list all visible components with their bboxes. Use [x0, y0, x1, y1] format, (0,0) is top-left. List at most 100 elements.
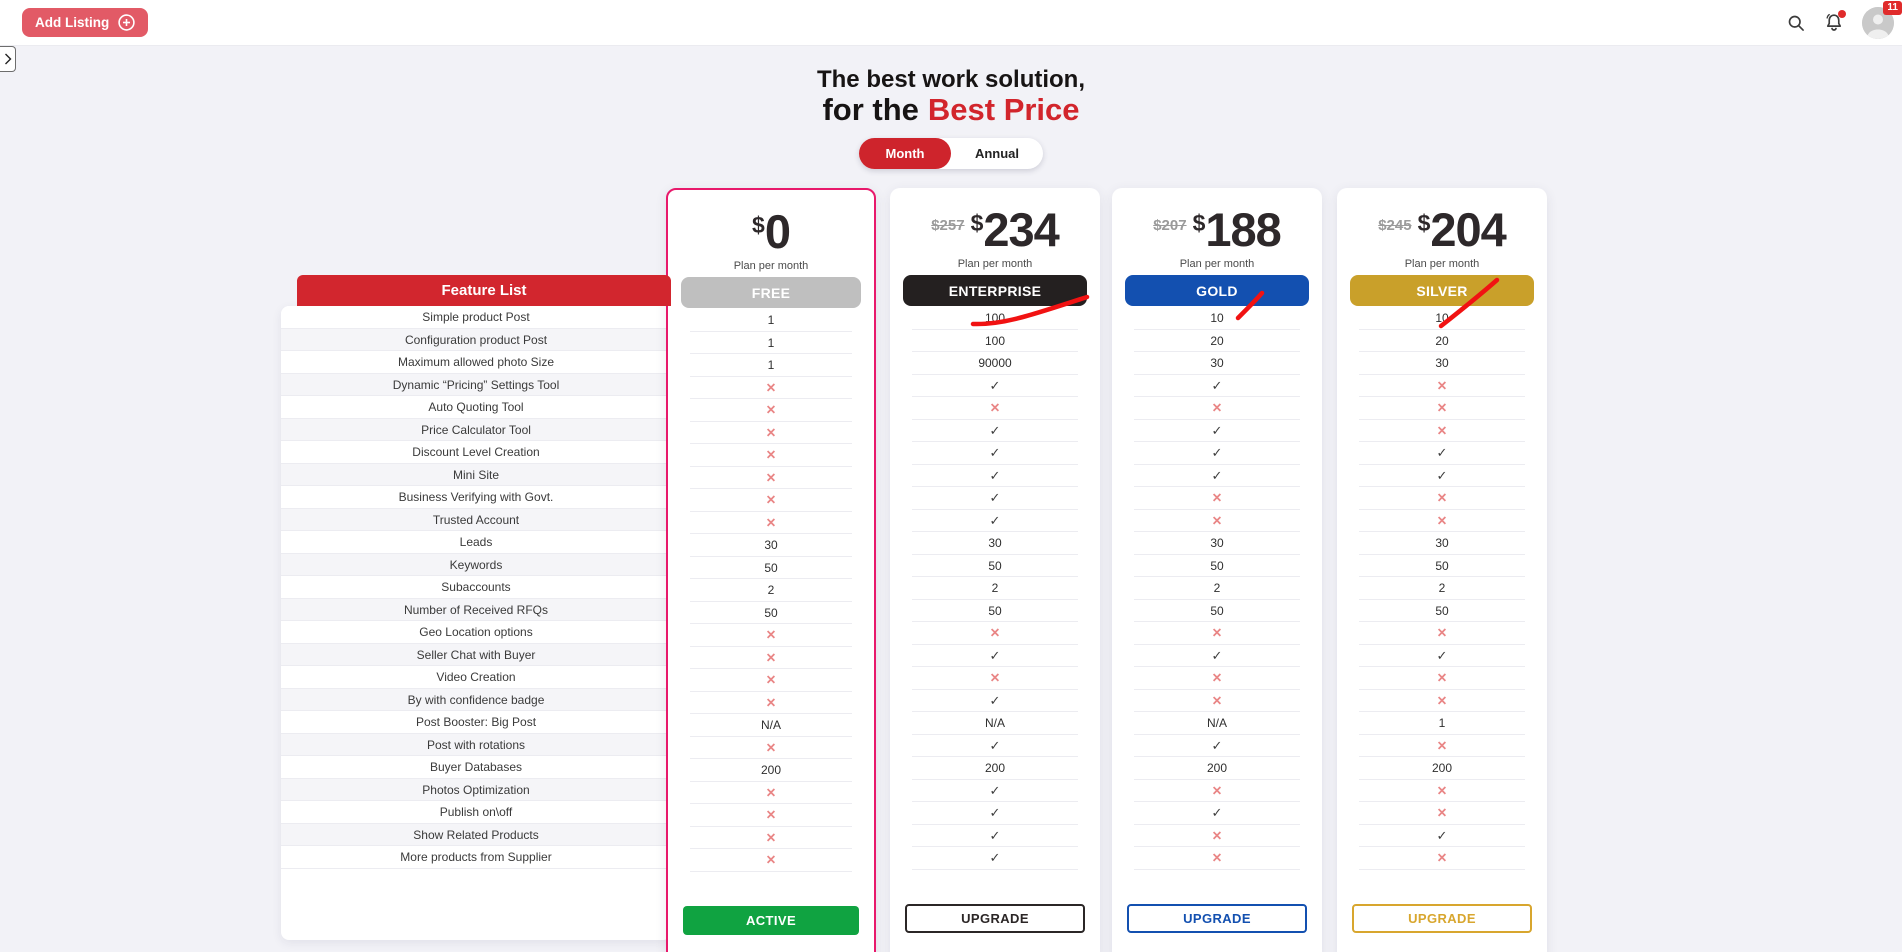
cross-icon: ✕	[765, 740, 777, 755]
feature-label: Publish on\off	[439, 805, 513, 819]
value-cell: 1	[1337, 712, 1547, 735]
value-text: 1	[767, 358, 775, 372]
cross-icon: ✕	[1436, 671, 1448, 685]
cross-icon: ✕	[1436, 851, 1448, 865]
plan-action-button[interactable]: UPGRADE	[905, 904, 1085, 933]
value-cell: ✕	[668, 624, 874, 647]
feature-label: By with confidence badge	[407, 692, 545, 707]
value-cell: N/A	[890, 712, 1100, 735]
feature-label: More products from Supplier	[400, 850, 552, 864]
check-icon: ✓	[989, 850, 1001, 865]
feature-list-panel: Simple product Post Configuration product…	[281, 306, 671, 940]
feature-row: Auto Quoting Tool	[281, 396, 671, 419]
sidebar-expand-button[interactable]	[0, 46, 16, 72]
feature-list-header: Feature List	[297, 275, 671, 306]
feature-row: Publish on\off	[281, 801, 671, 824]
value-cell: 50	[890, 555, 1100, 578]
check-icon: ✓	[1211, 805, 1223, 820]
value-cell: ✕	[668, 782, 874, 805]
value-cell: ✕	[668, 849, 874, 872]
cross-icon: ✕	[765, 673, 777, 687]
feature-row: Mini Site	[281, 463, 671, 486]
search-icon[interactable]	[1786, 13, 1806, 33]
value-cell: ✕	[890, 397, 1100, 420]
value-text: 30	[1210, 536, 1224, 550]
plan-period: Plan per month	[1404, 258, 1480, 270]
feature-label: Simple product Post	[422, 310, 530, 324]
check-icon: ✓	[1211, 647, 1223, 663]
value-cell: 2	[1337, 577, 1547, 600]
notification-count-badge: 11	[1883, 0, 1902, 15]
value-text: 2	[991, 581, 999, 595]
feature-rows: Simple product Post Configuration product…	[281, 306, 671, 869]
plan-card: $245 $204 Plan per month SILVER 10 20 30 ✕ ✕ ✕…	[1337, 188, 1547, 952]
feature-row: More products from Supplier	[281, 846, 671, 869]
value-text: 2	[1438, 581, 1446, 595]
value-text: 200	[1431, 761, 1453, 775]
check-icon: ✓	[1436, 827, 1448, 843]
tab-annual[interactable]: Annual	[951, 138, 1043, 169]
value-cell: 200	[890, 757, 1100, 780]
cross-icon: ✕	[1436, 693, 1448, 708]
value-cell: ✕	[668, 692, 874, 715]
value-text: 50	[1435, 558, 1449, 573]
value-cell: N/A	[1112, 712, 1322, 735]
value-cell: ✓	[890, 735, 1100, 758]
feature-row: Photos Optimization	[281, 778, 671, 801]
cross-icon: ✕	[765, 380, 777, 395]
plan-card: $257 $234 Plan per month ENTERPRISE 100 10…	[890, 188, 1100, 952]
value-cell: ✕	[1112, 397, 1322, 420]
cross-icon: ✕	[765, 448, 777, 462]
value-cell: 30	[1337, 532, 1547, 555]
value-cell: ✓	[1112, 735, 1322, 758]
value-cell: ✕	[1112, 780, 1322, 803]
check-icon: ✓	[989, 647, 1001, 663]
value-text: 200	[1206, 761, 1228, 775]
value-cell: ✕	[668, 804, 874, 827]
value-cell: ✓	[1112, 375, 1322, 398]
feature-row: Subaccounts	[281, 576, 671, 599]
plan-action-button[interactable]: UPGRADE	[1127, 904, 1307, 933]
value-text: 100	[984, 311, 1006, 325]
feature-label: Video Creation	[436, 670, 516, 684]
cross-icon: ✕	[765, 425, 777, 440]
value-cell: 50	[1112, 555, 1322, 578]
value-cell: 50	[668, 602, 874, 625]
check-icon: ✓	[989, 692, 1001, 708]
tab-month[interactable]: Month	[859, 138, 951, 169]
feature-row: Show Related Products	[281, 823, 671, 846]
value-cell: ✓	[1337, 465, 1547, 488]
value-cell: ✓	[890, 690, 1100, 713]
page-title-line1: The best work solution,	[816, 66, 1086, 93]
value-text: 20	[1210, 333, 1224, 348]
value-text: 200	[984, 761, 1006, 775]
value-cell: ✕	[668, 377, 874, 400]
avatar[interactable]: 11	[1862, 0, 1902, 39]
notifications-bell-icon[interactable]	[1823, 9, 1846, 34]
value-cell: ✓	[890, 825, 1100, 848]
cross-icon: ✕	[1436, 513, 1448, 528]
value-cell: 30	[1112, 532, 1322, 555]
value-text: N/A	[984, 716, 1005, 730]
value-text: 30	[988, 536, 1002, 550]
value-cell: ✓	[890, 847, 1100, 870]
value-cell: ✕	[668, 669, 874, 692]
feature-row: Configuration product Post	[281, 328, 671, 351]
cross-icon: ✕	[1436, 401, 1448, 415]
plan-action-button[interactable]: UPGRADE	[1352, 904, 1532, 933]
value-cell: ✕	[1337, 802, 1547, 825]
value-cell: ✓	[1337, 442, 1547, 465]
plan-action-button[interactable]: ACTIVE	[683, 906, 859, 935]
add-listing-button[interactable]: Add Listing	[22, 8, 149, 37]
plan-badge: FREE	[681, 277, 861, 308]
feature-row: Business Verifying with Govt.	[281, 486, 671, 509]
feature-row: Price Calculator Tool	[281, 418, 671, 441]
cross-icon: ✕	[765, 650, 777, 665]
cross-icon: ✕	[765, 403, 777, 417]
value-cell: ✕	[668, 512, 874, 535]
plan-period: Plan per month	[733, 260, 809, 272]
value-cell: 1	[668, 354, 874, 377]
value-text: 50	[988, 603, 1002, 618]
feature-label: Post with rotations	[426, 737, 526, 752]
